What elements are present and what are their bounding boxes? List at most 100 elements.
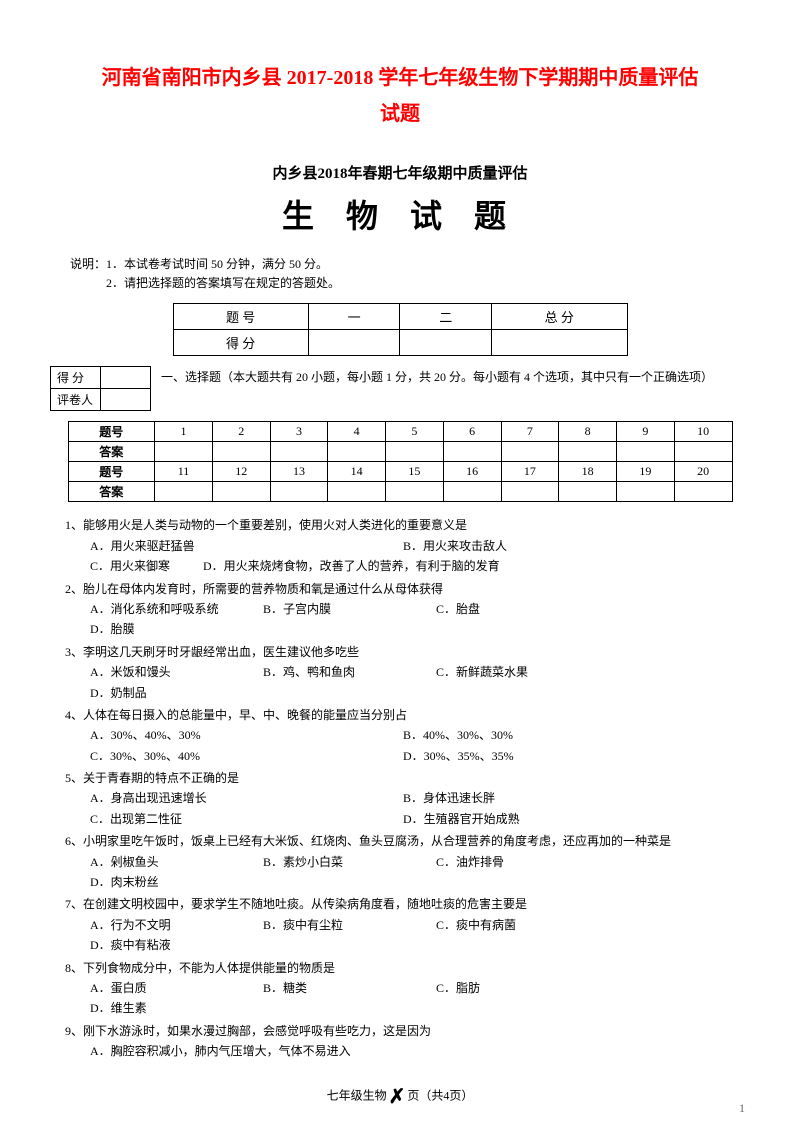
answer-cell (501, 442, 559, 462)
q2-optC: C．胎盘 (436, 599, 576, 619)
qnum-cell: 18 (559, 462, 617, 482)
footer-text: 七年级生物 (327, 1088, 387, 1102)
exam-header: 内乡县2018年春期七年级期中质量评估 (50, 162, 750, 183)
question-1: 1、能够用火是人类与动物的一个重要差别，使用火对人类进化的重要意义是 A．用火来… (65, 515, 735, 576)
q8-optB: B．糖类 (263, 978, 403, 998)
score-cell (400, 330, 492, 356)
side-grader-cell (101, 389, 151, 411)
answer-cell (616, 442, 674, 462)
answer-cell (443, 482, 501, 502)
q2-optB: B．子宫内膜 (263, 599, 403, 619)
answer-cell (270, 482, 328, 502)
section1-intro: 一、选择题（本大题共有 20 小题，每小题 1 分，共 20 分。每小题有 4 … (161, 366, 750, 387)
question-8: 8、下列食物成分中，不能为人体提供能量的物质是 A．蛋白质 B．糖类 C．脂肪 … (65, 958, 735, 1019)
qnum-cell: 11 (155, 462, 213, 482)
q7-stem: 7、在创建文明校园中，要求学生不随地吐痰。从传染病角度看，随地吐痰的危害主要是 (65, 894, 735, 914)
q5-optA: A．身高出现迅速增长 (90, 788, 370, 808)
side-grader-label: 评卷人 (51, 389, 101, 411)
qnum-cell: 20 (674, 462, 732, 482)
q4-optC: C．30%、30%、40% (90, 746, 370, 766)
section-header-box: 得 分 评卷人 一、选择题（本大题共有 20 小题，每小题 1 分，共 20 分… (50, 366, 750, 411)
qnum-cell: 15 (386, 462, 444, 482)
q2-optA: A．消化系统和呼吸系统 (90, 599, 230, 619)
q7-optD: D．痰中有粘液 (90, 935, 230, 955)
q9-stem: 9、刚下水游泳时，如果水漫过胸部，会感觉呼吸有些吃力，这是因为 (65, 1021, 735, 1041)
exam-title: 生 物 试 题 (50, 191, 750, 237)
answer-cell (155, 482, 213, 502)
answer-cell (386, 482, 444, 502)
instruction-line2: 2．请把选择题的答案填写在规定的答题处。 (70, 274, 750, 293)
q7-optB: B．痰中有尘粒 (263, 915, 403, 935)
q3-optD: D．奶制品 (90, 683, 230, 703)
qnum-cell: 4 (328, 422, 386, 442)
q9-optA: A．胸腔容积减小，肺内气压增大，气体不易进入 (90, 1041, 351, 1061)
footer-tail: 页（共4页） (407, 1088, 473, 1102)
side-score-label: 得 分 (51, 367, 101, 389)
q3-optC: C．新鲜蔬菜水果 (436, 662, 576, 682)
qnum-cell: 8 (559, 422, 617, 442)
qnum-cell: 14 (328, 462, 386, 482)
answer-cell (674, 442, 732, 462)
qnum-cell: 3 (270, 422, 328, 442)
instruction-line1: 说明：1．本试卷考试时间 50 分钟，满分 50 分。 (70, 255, 750, 274)
q8-optC: C．脂肪 (436, 978, 576, 998)
q6-optC: C．油炸排骨 (436, 852, 576, 872)
document-title: 河南省南阳市内乡县 2017-2018 学年七年级生物下学期期中质量评估 试题 (50, 60, 750, 132)
score-summary-table: 题 号 一 二 总 分 得 分 (173, 303, 628, 356)
q6-optA: A．剁椒鱼头 (90, 852, 230, 872)
q5-optC: C．出现第二性征 (90, 809, 370, 829)
answer-cell (674, 482, 732, 502)
q3-optA: A．米饭和馒头 (90, 662, 230, 682)
qnum-cell: 5 (386, 422, 444, 442)
answer-cell (270, 442, 328, 462)
q7-optA: A．行为不文明 (90, 915, 230, 935)
qnum-cell: 9 (616, 422, 674, 442)
qnum-cell: 10 (674, 422, 732, 442)
q4-optD: D．30%、35%、35% (403, 746, 683, 766)
question-9: 9、刚下水游泳时，如果水漫过胸部，会感觉呼吸有些吃力，这是因为 A．胸腔容积减小… (65, 1021, 735, 1062)
answer-cell (559, 482, 617, 502)
title-line1: 河南省南阳市内乡县 2017-2018 学年七年级生物下学期期中质量评估 (50, 60, 750, 96)
side-score-cell (101, 367, 151, 389)
q3-stem: 3、李明这几天刷牙时牙龈经常出血，医生建议他多吃些 (65, 642, 735, 662)
qnum-cell: 2 (212, 422, 270, 442)
q6-optB: B．素炒小白菜 (263, 852, 403, 872)
footer-mark: ✗ (389, 1084, 406, 1109)
q1-optC: C．用火来御寒 (90, 556, 170, 576)
score-header-1: 一 (308, 304, 400, 330)
answer-row-ans: 答案 (68, 482, 155, 502)
q2-optD: D．胎膜 (90, 619, 230, 639)
qnum-cell: 12 (212, 462, 270, 482)
score-header-num: 题 号 (173, 304, 308, 330)
qnum-cell: 1 (155, 422, 213, 442)
grader-score-table: 得 分 评卷人 (50, 366, 151, 411)
question-2: 2、胎儿在母体内发育时，所需要的营养物质和氧是通过什么从母体获得 A．消化系统和… (65, 579, 735, 640)
question-4: 4、人体在每日摄入的总能量中，早、中、晚餐的能量应当分别占 A．30%、40%、… (65, 705, 735, 766)
answer-row-ans: 答案 (68, 442, 155, 462)
q3-optB: B．鸡、鸭和鱼肉 (263, 662, 403, 682)
q4-stem: 4、人体在每日摄入的总能量中，早、中、晚餐的能量应当分别占 (65, 705, 735, 725)
page-number: 1 (739, 1101, 745, 1116)
question-7: 7、在创建文明校园中，要求学生不随地吐痰。从传染病角度看，随地吐痰的危害主要是 … (65, 894, 735, 955)
q2-stem: 2、胎儿在母体内发育时，所需要的营养物质和氧是通过什么从母体获得 (65, 579, 735, 599)
score-cell (308, 330, 400, 356)
q1-optB: B．用火来攻击敌人 (403, 536, 683, 556)
answer-cell (501, 482, 559, 502)
score-row-label: 得 分 (173, 330, 308, 356)
question-5: 5、关于青春期的特点不正确的是 A．身高出现迅速增长 B．身体迅速长胖 C．出现… (65, 768, 735, 829)
answer-cell (328, 482, 386, 502)
q8-optD: D．维生素 (90, 998, 230, 1018)
answer-cell (616, 482, 674, 502)
qnum-cell: 13 (270, 462, 328, 482)
qnum-cell: 16 (443, 462, 501, 482)
score-header-total: 总 分 (492, 304, 627, 330)
answer-row-qnum: 题号 (68, 422, 155, 442)
q7-optC: C．痰中有病菌 (436, 915, 576, 935)
qnum-cell: 19 (616, 462, 674, 482)
q8-stem: 8、下列食物成分中，不能为人体提供能量的物质是 (65, 958, 735, 978)
q5-optD: D．生殖器官开始成熟 (403, 809, 683, 829)
page-footer: 七年级生物✗页（共4页） (50, 1084, 750, 1109)
qnum-cell: 17 (501, 462, 559, 482)
questions-block: 1、能够用火是人类与动物的一个重要差别，使用火对人类进化的重要意义是 A．用火来… (50, 510, 750, 1068)
q4-optA: A．30%、40%、30% (90, 725, 370, 745)
